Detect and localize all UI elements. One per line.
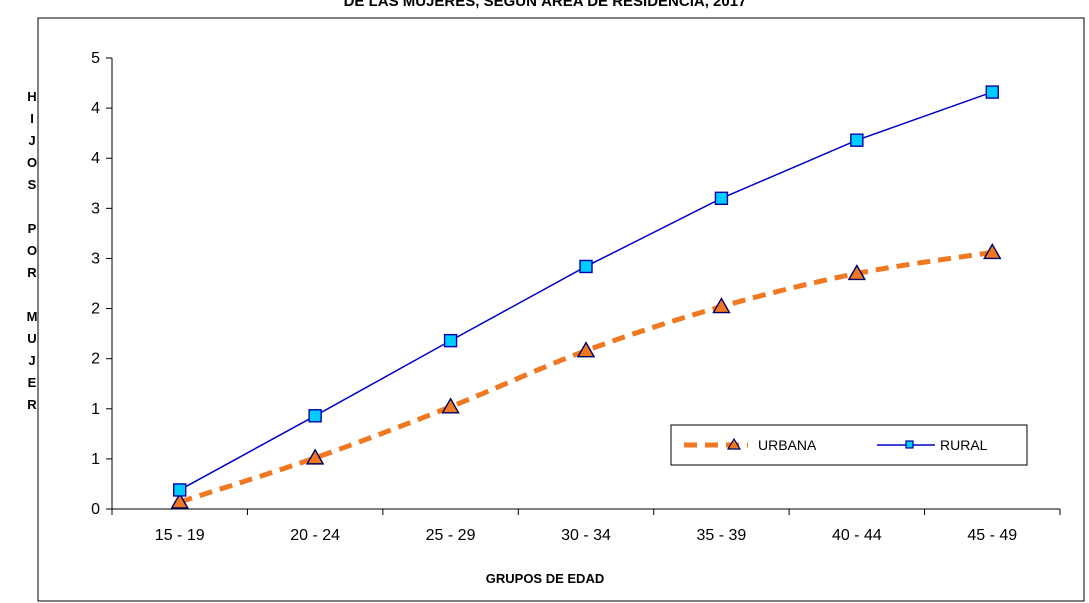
x-tick-label: 30 - 34 xyxy=(561,527,611,544)
y-axis-label-letter: M xyxy=(27,309,38,324)
x-tick-label: 40 - 44 xyxy=(832,527,882,544)
marker-rural xyxy=(443,333,458,348)
y-tick-label: 2 xyxy=(91,351,100,368)
x-tick-label: 20 - 24 xyxy=(290,527,340,544)
y-tick-label: 3 xyxy=(91,250,100,267)
x-tick-label: 45 - 49 xyxy=(967,527,1017,544)
legend: URBANA RURAL xyxy=(670,424,1028,466)
chart-border xyxy=(37,17,1085,602)
y-axis-label-letter: I xyxy=(30,111,34,126)
x-tick-label: 35 - 39 xyxy=(697,527,747,544)
marker-urbana xyxy=(305,448,325,465)
marker-urbana xyxy=(170,492,189,509)
y-tick-label: 4 xyxy=(91,100,100,117)
y-axis-label-letter: R xyxy=(27,397,37,412)
marker-urbana xyxy=(441,397,460,414)
x-tick-label: 25 - 29 xyxy=(426,527,476,544)
series-markers xyxy=(170,85,1002,509)
x-tick-label: 15 - 19 xyxy=(155,527,205,544)
y-tick-label: 1 xyxy=(91,451,100,468)
marker-rural xyxy=(308,409,322,423)
y-tick-label: 4 xyxy=(91,150,100,167)
y-tick-label: 3 xyxy=(91,200,100,217)
y-axis-label-letter: E xyxy=(28,375,37,390)
y-axis-label-letter: O xyxy=(27,243,37,258)
y-axis-label-letter: H xyxy=(27,89,36,104)
y-axis-label-letter: O xyxy=(27,155,37,170)
marker-rural xyxy=(985,85,999,99)
y-axis-label-letter: R xyxy=(27,265,37,280)
marker-urbana xyxy=(983,243,1002,260)
x-axis-label: GRUPOS DE EDAD xyxy=(486,571,604,586)
marker-rural xyxy=(579,259,593,274)
legend-rural-label: RURAL xyxy=(940,437,988,453)
y-tick-label: 1 xyxy=(91,401,100,418)
y-tick-label: 0 xyxy=(91,501,100,518)
marker-urbana xyxy=(576,341,596,358)
marker-rural xyxy=(173,483,187,497)
y-tick-label: 2 xyxy=(91,301,100,318)
legend-urbana-label: URBANA xyxy=(758,437,817,453)
marker-rural xyxy=(850,133,864,147)
y-axis-label-letter: J xyxy=(28,353,35,368)
y-axis-label-letter: J xyxy=(28,133,35,148)
y-axis-label-letter: U xyxy=(27,331,36,346)
y-tick-label: 5 xyxy=(91,50,100,67)
marker-urbana xyxy=(847,264,867,281)
legend-rural-marker xyxy=(905,440,914,449)
axis-ticks: 0 1 1 2 2 3 3 4 4 5 15 - 19 20 - 24 25 - 29 30 - 34 35… xyxy=(91,50,1061,544)
legend-urbana-marker xyxy=(726,437,742,450)
y-axis-label-letter: S xyxy=(28,177,37,192)
y-axis-label-letter: P xyxy=(28,221,37,236)
marker-urbana xyxy=(712,297,731,314)
chart-title: DE LAS MUJERES, SEGÚN ÁREA DE RESIDENCIA… xyxy=(344,0,747,10)
marker-rural xyxy=(714,191,729,206)
